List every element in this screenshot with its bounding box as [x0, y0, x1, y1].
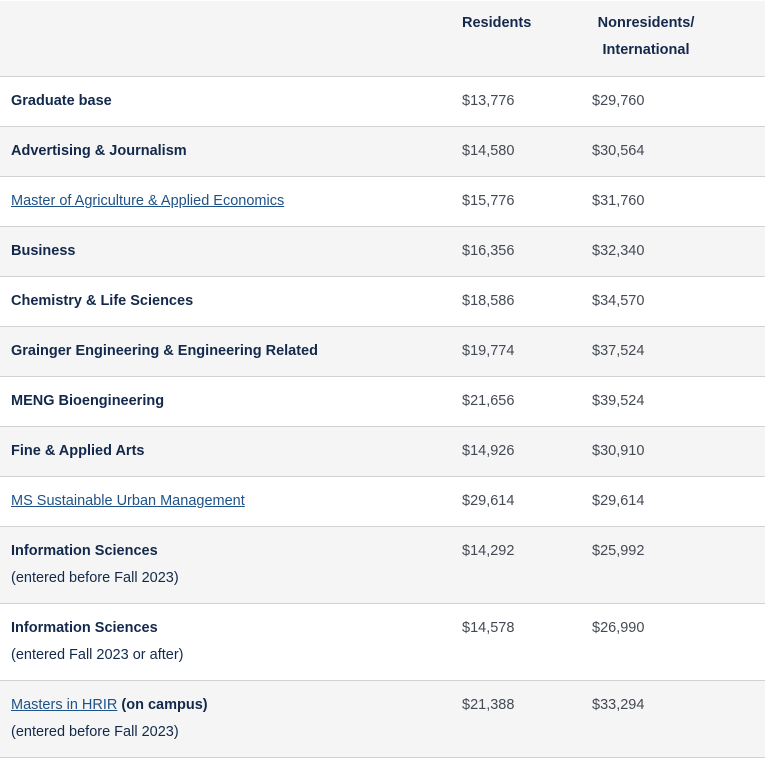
program-suffix: (on campus): [117, 697, 208, 713]
nonresidents-amount: $29,760: [582, 76, 765, 127]
program-cell: Masters in HRIR (on campus) (entered bef…: [0, 680, 451, 758]
program-cell: Information Sciences (entered Fall 2023 …: [0, 603, 451, 681]
table-row: MENG Bioengineering $21,656 $39,524: [0, 376, 765, 427]
program-name: Fine & Applied Arts: [0, 426, 451, 477]
program-name: Information Sciences: [11, 620, 158, 636]
residents-amount: $21,656: [451, 376, 582, 427]
table-row: Information Sciences (entered before Fal…: [0, 526, 765, 604]
residents-amount: $18,586: [451, 276, 582, 327]
program-name: Advertising & Journalism: [0, 126, 451, 177]
program-name: Graduate base: [0, 76, 451, 127]
residents-amount: $14,926: [451, 426, 582, 477]
nonresidents-amount: $25,992: [582, 526, 765, 604]
nonresidents-amount: $33,294: [582, 680, 765, 758]
table-row: Graduate base $13,776 $29,760: [0, 76, 765, 127]
nonresidents-amount: $32,340: [582, 226, 765, 277]
table-row: Masters in HRIR (on campus) (entered bef…: [0, 680, 765, 758]
header-program: [0, 1, 451, 77]
header-nonresidents: Nonresidents/ International: [582, 1, 765, 77]
table-header-row: Residents Nonresidents/ International: [0, 1, 765, 77]
residents-amount: $16,356: [451, 226, 582, 277]
program-name: Information Sciences: [11, 543, 158, 559]
table-row: Chemistry & Life Sciences $18,586 $34,57…: [0, 276, 765, 327]
residents-amount: $14,578: [451, 603, 582, 681]
program-name: MENG Bioengineering: [0, 376, 451, 427]
table-row: Fine & Applied Arts $14,926 $30,910: [0, 426, 765, 477]
residents-amount: $14,580: [451, 126, 582, 177]
program-name: Grainger Engineering & Engineering Relat…: [0, 326, 451, 377]
residents-amount: $15,776: [451, 176, 582, 227]
residents-amount: $29,614: [451, 476, 582, 527]
residents-amount: $14,292: [451, 526, 582, 604]
nonresidents-amount: $26,990: [582, 603, 765, 681]
table-row: MS Sustainable Urban Management $29,614 …: [0, 476, 765, 527]
header-nonresidents-line2: International: [602, 42, 690, 58]
nonresidents-amount: $37,524: [582, 326, 765, 377]
program-note: (entered before Fall 2023): [11, 570, 179, 586]
header-residents: Residents: [451, 1, 582, 77]
program-cell: MS Sustainable Urban Management: [0, 476, 451, 527]
program-note: (entered before Fall 2023): [11, 724, 179, 740]
table-row: Information Sciences (entered Fall 2023 …: [0, 603, 765, 681]
header-nonresidents-line1: Nonresidents/: [597, 15, 695, 31]
nonresidents-amount: $30,564: [582, 126, 765, 177]
program-link[interactable]: MS Sustainable Urban Management: [11, 493, 245, 509]
table-row: Grainger Engineering & Engineering Relat…: [0, 326, 765, 377]
residents-amount: $13,776: [451, 76, 582, 127]
program-note: (entered Fall 2023 or after): [11, 647, 184, 663]
program-name: Business: [0, 226, 451, 277]
residents-amount: $21,388: [451, 680, 582, 758]
nonresidents-amount: $30,910: [582, 426, 765, 477]
program-link[interactable]: Masters in HRIR: [11, 697, 118, 713]
table-row: Master of Agriculture & Applied Economic…: [0, 176, 765, 227]
program-cell: Information Sciences (entered before Fal…: [0, 526, 451, 604]
table-row: Advertising & Journalism $14,580 $30,564: [0, 126, 765, 177]
nonresidents-amount: $31,760: [582, 176, 765, 227]
nonresidents-amount: $29,614: [582, 476, 765, 527]
nonresidents-amount: $39,524: [582, 376, 765, 427]
program-cell: Master of Agriculture & Applied Economic…: [0, 176, 451, 227]
residents-amount: $19,774: [451, 326, 582, 377]
program-name: Chemistry & Life Sciences: [0, 276, 451, 327]
program-link[interactable]: Master of Agriculture & Applied Economic…: [11, 193, 285, 209]
nonresidents-amount: $34,570: [582, 276, 765, 327]
table-row: Business $16,356 $32,340: [0, 226, 765, 277]
